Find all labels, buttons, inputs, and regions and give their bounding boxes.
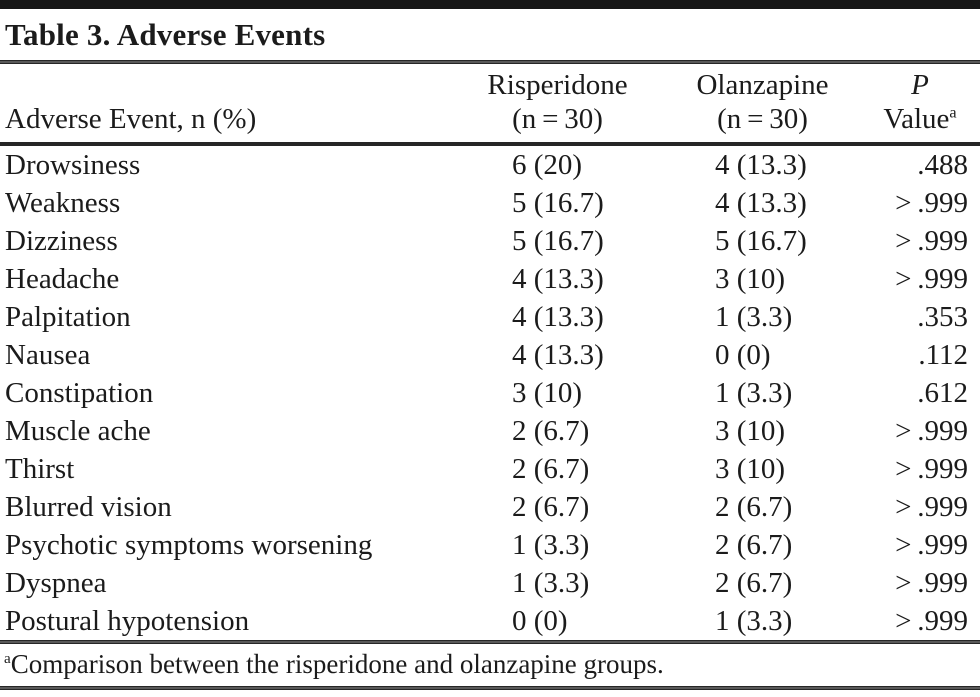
p-value-cell: > .999 [895,225,968,257]
p-value-cell: .112 [918,339,968,371]
p-value-cell: > .999 [895,187,968,219]
table-row: Thirst 2 (6.7) 3 (10) > .999 [0,450,980,488]
event-cell: Nausea [5,339,91,371]
olanzapine-cell: 3 (10) [715,263,786,295]
table-row: Psychotic symptoms worsening 1 (3.3) 2 (… [0,526,980,564]
event-cell: Weakness [5,187,121,219]
event-cell: Constipation [5,377,154,409]
event-cell: Postural hypotension [5,605,250,637]
event-cell: Headache [5,263,120,295]
risperidone-cell: 4 (13.3) [512,263,604,295]
value-label: Value [883,103,950,135]
olanzapine-cell: 5 (16.7) [715,225,807,257]
footnote-text: Comparison between the risperidone and o… [10,649,664,679]
olanzapine-cell: 2 (6.7) [715,567,793,599]
p-value-cell: > .999 [895,415,968,447]
title-rule [0,60,980,64]
olanzapine-cell: 2 (6.7) [715,529,793,561]
event-cell: Thirst [5,453,75,485]
olanzapine-cell: 3 (10) [715,453,786,485]
risperidone-n: (n = 30) [512,103,603,135]
risperidone-cell: 3 (10) [512,377,583,409]
event-cell: Drowsiness [5,149,141,181]
table-header: Adverse Event, n (%) Risperidone (n = 30… [0,64,980,144]
event-cell: Palpitation [5,301,131,333]
risperidone-cell: 4 (13.3) [512,339,604,371]
footnote-rule [0,640,980,644]
olanzapine-n: (n = 30) [717,103,808,135]
p-value-cell: > .999 [895,263,968,295]
olanzapine-cell: 1 (3.3) [715,605,793,637]
risperidone-cell: 4 (13.3) [512,301,604,333]
event-cell: Psychotic symptoms worsening [5,529,373,561]
col-header-risperidone: Risperidone (n = 30) [450,64,665,144]
table-row: Muscle ache 2 (6.7) 3 (10) > .999 [0,412,980,450]
olanzapine-cell: 0 (0) [715,339,771,371]
adverse-events-table: Adverse Event, n (%) Risperidone (n = 30… [0,64,980,640]
p-value-cell: .353 [917,301,968,333]
olanzapine-cell: 1 (3.3) [715,301,793,333]
olanzapine-label: Olanzapine [696,69,829,101]
event-cell: Dizziness [5,225,118,257]
risperidone-cell: 5 (16.7) [512,187,604,219]
table-row: Weakness 5 (16.7) 4 (13.3) > .999 [0,184,980,222]
bottom-rule [0,686,980,690]
p-value-cell: > .999 [895,453,968,485]
p-value-cell: > .999 [895,605,968,637]
olanzapine-cell: 1 (3.3) [715,377,793,409]
p-value-footnote-marker: a [949,103,957,122]
risperidone-cell: 2 (6.7) [512,453,590,485]
table-row: Nausea 4 (13.3) 0 (0) .112 [0,336,980,374]
table-row: Dyspnea 1 (3.3) 2 (6.7) > .999 [0,564,980,602]
risperidone-cell: 2 (6.7) [512,491,590,523]
p-value-cell: .612 [917,377,968,409]
col-header-olanzapine: Olanzapine (n = 30) [665,64,860,144]
risperidone-cell: 1 (3.3) [512,567,590,599]
risperidone-cell: 2 (6.7) [512,415,590,447]
olanzapine-cell: 3 (10) [715,415,786,447]
risperidone-cell: 1 (3.3) [512,529,590,561]
table-row: Dizziness 5 (16.7) 5 (16.7) > .999 [0,222,980,260]
table-body: Drowsiness 6 (20) 4 (13.3) .488 Weakness… [0,144,980,640]
footnote-marker: a [4,651,11,667]
table-row: Constipation 3 (10) 1 (3.3) .612 [0,374,980,412]
p-value-cell: .488 [917,149,968,181]
event-cell: Dyspnea [5,567,107,599]
event-cell: Blurred vision [5,491,172,523]
event-cell: Muscle ache [5,415,151,447]
risperidone-cell: 0 (0) [512,605,568,637]
risperidone-label: Risperidone [487,69,628,101]
olanzapine-cell: 4 (13.3) [715,187,807,219]
p-label: P [911,69,929,101]
table-row: Headache 4 (13.3) 3 (10) > .999 [0,260,980,298]
p-value-cell: > .999 [895,491,968,523]
table-row: Postural hypotension 0 (0) 1 (3.3) > .99… [0,602,980,640]
olanzapine-cell: 4 (13.3) [715,149,807,181]
risperidone-cell: 5 (16.7) [512,225,604,257]
olanzapine-cell: 2 (6.7) [715,491,793,523]
col-header-p-value: P Valuea [860,64,980,144]
table-row: Drowsiness 6 (20) 4 (13.3) .488 [0,144,980,184]
p-value-cell: > .999 [895,567,968,599]
table-top-border [0,0,980,9]
header-row: Adverse Event, n (%) Risperidone (n = 30… [0,64,980,144]
table-footnote: aComparison between the risperidone and … [0,644,980,686]
p-value-cell: > .999 [895,529,968,561]
table-title: Table 3. Adverse Events [5,17,326,52]
col-header-adverse-event: Adverse Event, n (%) [5,103,257,135]
table-row: Blurred vision 2 (6.7) 2 (6.7) > .999 [0,488,980,526]
risperidone-cell: 6 (20) [512,149,583,181]
table-row: Palpitation 4 (13.3) 1 (3.3) .353 [0,298,980,336]
